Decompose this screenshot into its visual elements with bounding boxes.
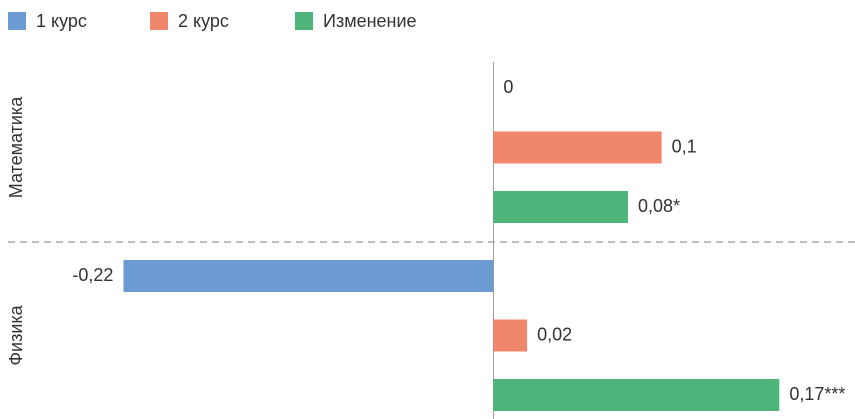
value-label: 0,1	[672, 136, 697, 156]
legend-swatch	[8, 12, 26, 30]
value-label: -0,22	[72, 265, 113, 285]
value-label: 0	[503, 77, 513, 97]
bar	[493, 131, 662, 164]
bar	[493, 379, 780, 411]
category-label: Математика	[6, 96, 26, 198]
legend-swatch	[150, 12, 168, 30]
legend-label: 1 курс	[36, 11, 87, 31]
category-label: Физика	[6, 304, 26, 365]
bar	[123, 260, 494, 292]
bar	[493, 319, 528, 352]
bar	[493, 191, 628, 223]
value-label: 0,17***	[789, 384, 845, 404]
value-label: 0,08*	[638, 196, 680, 216]
value-label: 0,02	[537, 324, 572, 344]
legend-label: 2 курс	[178, 11, 229, 31]
legend-swatch	[295, 12, 313, 30]
legend-label: Изменение	[323, 11, 417, 31]
